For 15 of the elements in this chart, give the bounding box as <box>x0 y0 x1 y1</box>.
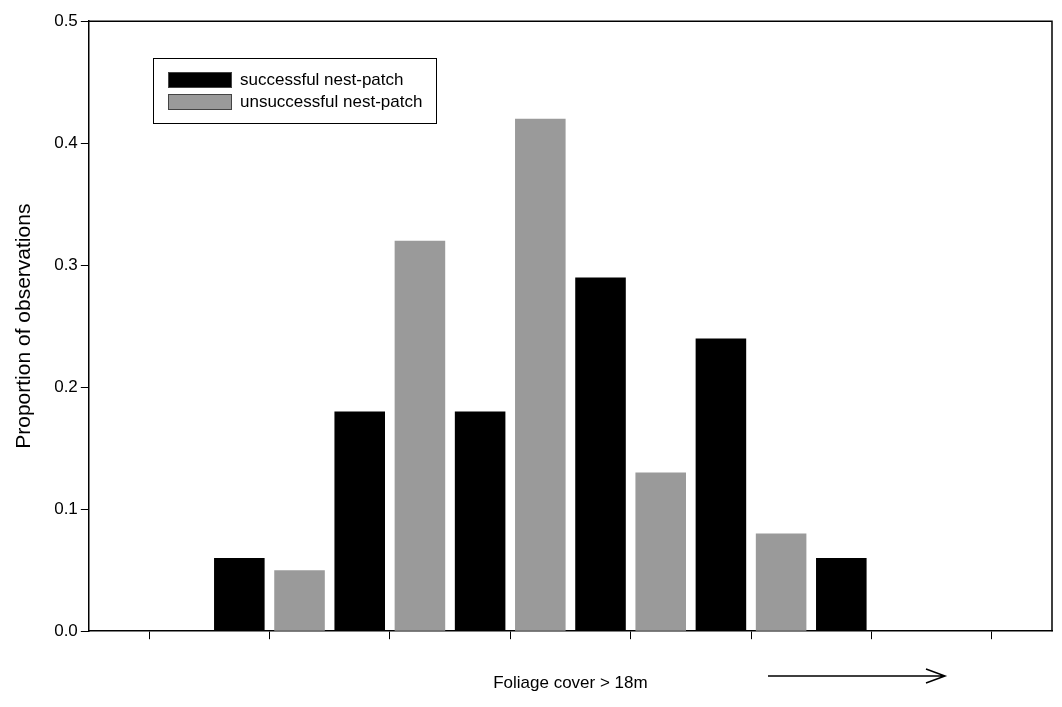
y-tick-label: 0.2 <box>54 376 78 396</box>
y-tick-label: 0.0 <box>54 620 78 640</box>
legend-label: successful nest-patch <box>240 69 404 91</box>
bar <box>755 533 807 631</box>
y-tick-label: 0.4 <box>54 132 78 152</box>
bar <box>515 118 566 631</box>
x-axis-title: Foliage cover > 18m <box>493 673 648 693</box>
y-axis-title: Proportion of observations <box>11 203 35 449</box>
y-tick-label: 0.1 <box>54 498 78 518</box>
y-tick-label: 0.3 <box>54 254 78 274</box>
bar <box>635 472 686 631</box>
legend-label: unsuccessful nest-patch <box>240 91 423 113</box>
bar <box>394 240 446 631</box>
bar <box>274 570 325 631</box>
y-tick-label: 0.5 <box>54 10 78 30</box>
